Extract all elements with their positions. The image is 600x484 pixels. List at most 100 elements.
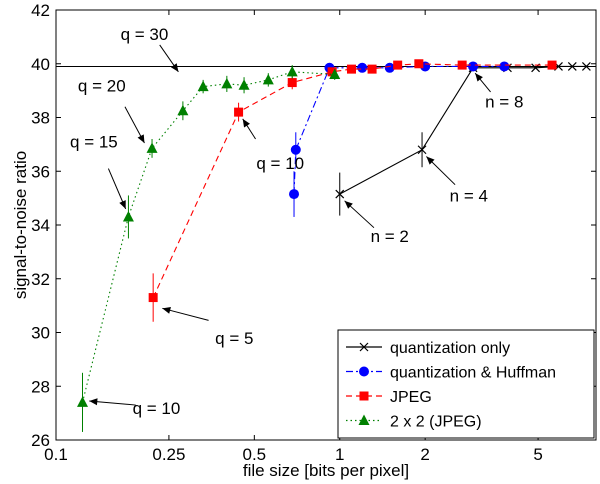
- data-point-2-x-2-jpeg: [197, 80, 209, 92]
- y-tick-label: 42: [31, 1, 50, 20]
- legend-label-jpeg: JPEG: [390, 389, 432, 406]
- annotation-n-4: n = 4: [426, 156, 488, 205]
- x-tick-label: 2: [420, 445, 429, 464]
- x-tick-label: 0.25: [152, 445, 185, 464]
- series-2-x-2-jpeg: [77, 65, 341, 432]
- legend-marker-quantization-only-stroke-b: [359, 342, 369, 352]
- annotation-n-8: n = 8: [474, 72, 523, 111]
- series-quantization-huffman: [289, 61, 510, 217]
- data-point-quantization-only: [567, 62, 577, 71]
- y-tick-label: 30: [31, 324, 50, 343]
- data-point-2-x-2-jpeg: [221, 77, 233, 89]
- data-point-quantization-huffman: [499, 61, 510, 72]
- annotation-q-5: q = 5: [162, 306, 253, 348]
- data-point-quantization-only: [581, 62, 591, 71]
- data-point-jpeg: [346, 64, 356, 74]
- annotation-q-10: q = 10: [89, 398, 180, 418]
- data-point-2-x-2-jpeg: [262, 73, 274, 85]
- data-point-2-x-2-jpeg: [286, 65, 298, 77]
- data-point-jpeg: [287, 78, 297, 88]
- annotation-label: q = 5: [215, 329, 253, 348]
- y-tick-label: 36: [31, 162, 50, 181]
- x-axis-label: file size [bits per pixel]: [243, 461, 409, 480]
- series-line-quantization-only: [339, 65, 587, 195]
- plot-frame: [55, 9, 597, 441]
- legend-item-quantization-only: quantization only: [346, 340, 510, 357]
- y-tick-label: 26: [31, 431, 50, 450]
- annotation-arrow-head: [344, 200, 353, 209]
- legend-label-quantization-huffman: quantization & Huffman: [390, 365, 556, 382]
- annotation-q-30: q = 30: [121, 25, 179, 73]
- annotation-label: n = 2: [371, 227, 409, 246]
- legend-marker-quantization-only: [359, 342, 369, 352]
- annotation-n-2: n = 2: [344, 200, 409, 246]
- annotations: q = 30 q = 20 q = 15 q = 10 q = 5 q = 10 n = 2…: [70, 25, 523, 418]
- x-tick-label: 0.5: [243, 445, 267, 464]
- annotation-arrow-head: [89, 398, 98, 406]
- annotation-label: n = 8: [485, 92, 523, 111]
- annotation-arrow-head: [137, 134, 145, 144]
- legend-marker-jpeg: [359, 391, 369, 401]
- axes: 26 28 30 32 34 36 38 40 42 0.1 0.25 0.5 1 2 5: [31, 1, 596, 464]
- data-point-jpeg: [414, 59, 424, 69]
- data-point-jpeg: [148, 293, 158, 303]
- data-point-2-x-2-jpeg: [329, 68, 341, 79]
- y-tick-label: 32: [31, 270, 50, 289]
- legend-label-2-x-2-jpeg: 2 x 2 (JPEG): [390, 414, 482, 431]
- legend: quantization only quantization & Huffman J…: [337, 329, 595, 439]
- x-tick-label: 1: [335, 445, 344, 464]
- x-tick-label: 5: [533, 445, 542, 464]
- data-point-quantization-huffman: [357, 62, 368, 73]
- y-axis-label: signal-to-noise ratio: [11, 151, 30, 299]
- y-tick-label: 28: [31, 377, 50, 396]
- annotation-arrow-head: [475, 73, 483, 82]
- annotation-q-20: q = 20: [78, 76, 145, 144]
- y-tick-label: 38: [31, 109, 50, 128]
- annotation-arrow-head: [119, 200, 126, 209]
- data-point-2-x-2-jpeg: [77, 396, 89, 407]
- data-point-quantization-only-stroke-b: [581, 62, 591, 71]
- annotation-label: q = 30: [121, 25, 169, 44]
- data-point-quantization-only: [335, 189, 345, 199]
- data-point-quantization-huffman: [384, 62, 395, 73]
- legend-item-jpeg: JPEG: [346, 389, 432, 406]
- annotation-q-15: q = 15: [70, 133, 127, 210]
- legend-marker-quantization-huffman: [359, 366, 369, 377]
- annotation-label: q = 20: [78, 76, 126, 95]
- data-point-quantization-only-stroke-b: [567, 62, 577, 71]
- series-line-jpeg: [152, 63, 552, 298]
- data-point-jpeg: [457, 60, 467, 70]
- legend-item-quantization-huffman: quantization & Huffman: [346, 365, 556, 382]
- y-tick-label: 34: [31, 216, 50, 235]
- annotation-label: q = 10: [133, 399, 181, 418]
- annotation-label: n = 4: [450, 186, 488, 205]
- data-point-2-x-2-jpeg: [177, 104, 189, 116]
- annotation-arrow-head: [426, 156, 435, 165]
- data-point-jpeg: [327, 67, 337, 77]
- legend-marker-2-x-2-jpeg: [358, 414, 370, 425]
- data-point-jpeg: [547, 60, 557, 70]
- legend-item-2-x-2-jpeg: 2 x 2 (JPEG): [346, 414, 482, 431]
- y-tick-label: 40: [31, 55, 50, 74]
- data-point-jpeg: [234, 107, 244, 117]
- x-tick-label: 0.1: [44, 445, 68, 464]
- annotation-arrow-head: [242, 118, 250, 128]
- data-point-2-x-2-jpeg: [238, 79, 250, 90]
- series-layer: [77, 59, 591, 432]
- annotation-arrow-head: [162, 306, 171, 314]
- legend-label-quantization-only: quantization only: [390, 340, 510, 357]
- series-line-2-x-2-jpeg: [81, 71, 335, 403]
- data-point-quantization-huffman: [289, 189, 300, 200]
- annotation-q-10: q = 10: [242, 118, 304, 173]
- annotation-label: q = 15: [70, 133, 118, 152]
- legend-box: [337, 329, 595, 439]
- annotation-arrow-head: [170, 63, 179, 72]
- data-point-jpeg: [393, 60, 403, 70]
- data-point-quantization-huffman: [290, 144, 301, 155]
- data-point-jpeg: [367, 64, 377, 74]
- data-point-2-x-2-jpeg: [122, 210, 134, 222]
- data-point-2-x-2-jpeg: [146, 142, 158, 153]
- annotation-label: q = 10: [256, 154, 304, 173]
- data-point-quantization-only-stroke-b: [335, 189, 345, 199]
